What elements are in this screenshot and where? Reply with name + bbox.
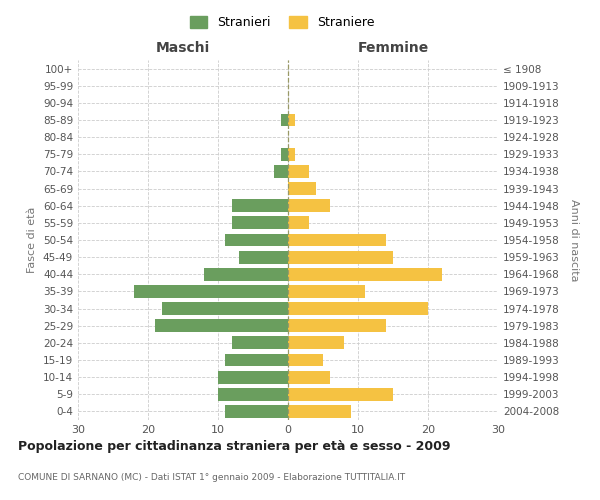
Bar bbox=[232, 200, 288, 212]
Bar bbox=[225, 405, 288, 418]
Bar bbox=[218, 388, 288, 400]
Bar bbox=[232, 336, 288, 349]
Bar bbox=[162, 302, 288, 315]
Bar bbox=[225, 354, 288, 366]
Bar bbox=[134, 285, 288, 298]
Text: Maschi: Maschi bbox=[156, 41, 210, 55]
Bar bbox=[274, 165, 288, 178]
Bar bbox=[288, 388, 393, 400]
Bar bbox=[288, 320, 386, 332]
Bar bbox=[288, 114, 295, 126]
Text: COMUNE DI SARNANO (MC) - Dati ISTAT 1° gennaio 2009 - Elaborazione TUTTITALIA.IT: COMUNE DI SARNANO (MC) - Dati ISTAT 1° g… bbox=[18, 473, 405, 482]
Bar bbox=[288, 250, 393, 264]
Bar bbox=[288, 370, 330, 384]
Bar bbox=[232, 216, 288, 230]
Bar bbox=[204, 268, 288, 280]
Bar bbox=[288, 148, 295, 160]
Bar bbox=[288, 336, 344, 349]
Bar bbox=[288, 354, 323, 366]
Bar bbox=[288, 285, 365, 298]
Bar bbox=[288, 405, 351, 418]
Text: Popolazione per cittadinanza straniera per età e sesso - 2009: Popolazione per cittadinanza straniera p… bbox=[18, 440, 451, 453]
Y-axis label: Anni di nascita: Anni di nascita bbox=[569, 198, 579, 281]
Legend: Stranieri, Straniere: Stranieri, Straniere bbox=[185, 11, 379, 34]
Bar bbox=[239, 250, 288, 264]
Bar bbox=[225, 234, 288, 246]
Y-axis label: Fasce di età: Fasce di età bbox=[28, 207, 37, 273]
Bar bbox=[155, 320, 288, 332]
Bar bbox=[288, 182, 316, 195]
Bar bbox=[288, 268, 442, 280]
Bar bbox=[288, 234, 386, 246]
Bar bbox=[218, 370, 288, 384]
Text: Femmine: Femmine bbox=[358, 41, 428, 55]
Bar bbox=[288, 200, 330, 212]
Bar bbox=[281, 148, 288, 160]
Bar bbox=[288, 216, 309, 230]
Bar bbox=[281, 114, 288, 126]
Bar bbox=[288, 302, 428, 315]
Bar bbox=[288, 165, 309, 178]
